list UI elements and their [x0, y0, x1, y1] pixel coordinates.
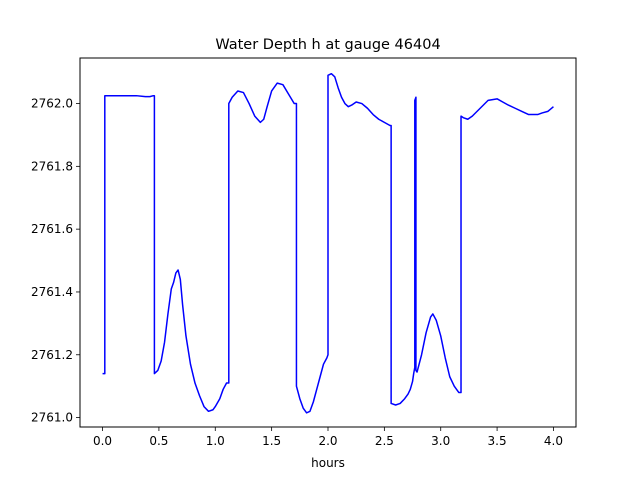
x-tick-label: 2.0 [318, 434, 337, 448]
x-tick-label: 1.0 [206, 434, 225, 448]
y-tick-label: 2761.2 [31, 348, 73, 362]
x-tick-label: 1.5 [262, 434, 281, 448]
y-tick-label: 2761.0 [31, 411, 73, 425]
y-tick-label: 2762.0 [31, 97, 73, 111]
y-tick-label: 2761.8 [31, 159, 73, 173]
y-tick-label: 2761.4 [31, 285, 73, 299]
series-line [102, 72, 554, 414]
x-tick-label: 3.5 [488, 434, 507, 448]
y-axis: 2761.0 2761.2 2761.4 2761.6 2761.8 2762.0 [31, 97, 80, 425]
x-axis: 0.0 0.5 1.0 1.5 2.0 2.5 3.0 3.5 4.0 [93, 427, 563, 448]
x-tick-label: 3.0 [431, 434, 450, 448]
chart-title: Water Depth h at gauge 46404 [215, 37, 440, 53]
x-tick-label: 0.5 [149, 434, 168, 448]
x-tick-label: 4.0 [544, 434, 563, 448]
x-tick-label: 2.5 [375, 434, 394, 448]
plot-frame [79, 57, 577, 428]
x-tick-label: 0.0 [93, 434, 112, 448]
x-axis-label: hours [311, 456, 345, 470]
y-tick-label: 2761.6 [31, 222, 73, 236]
